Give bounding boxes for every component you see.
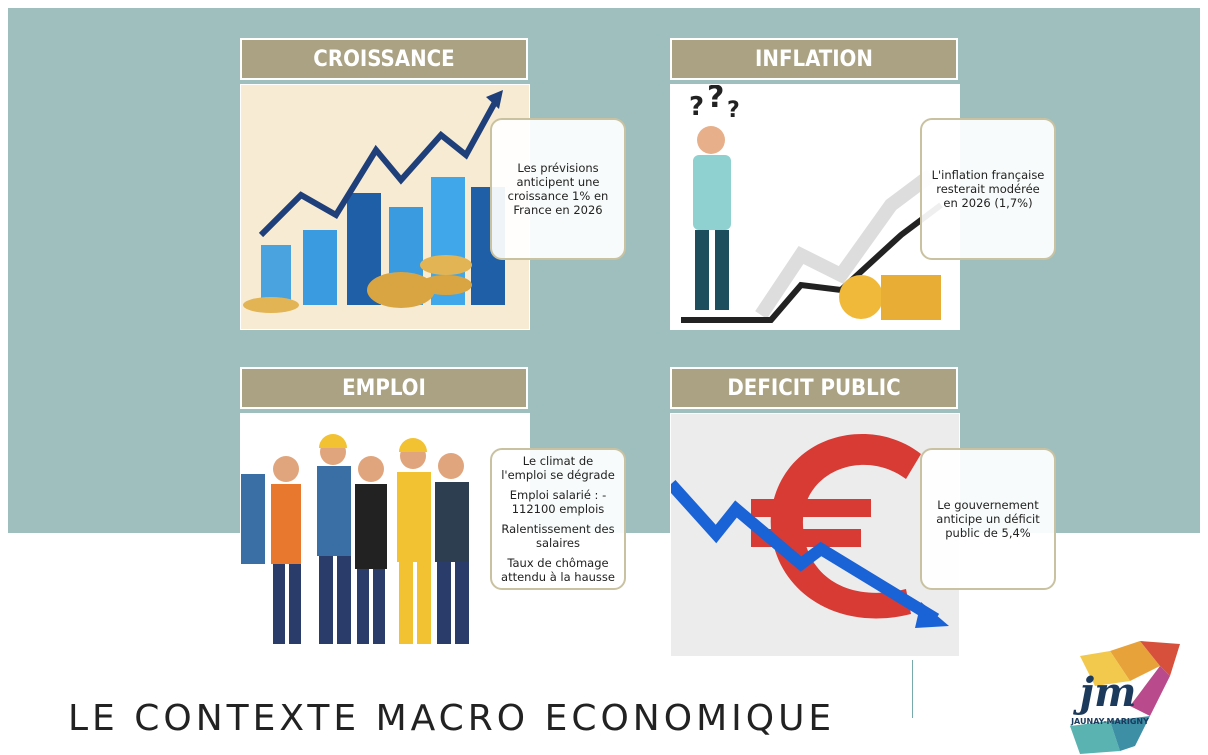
logo-name: JAUNAY-MARIGNY bbox=[1070, 717, 1149, 726]
callout-text: Taux de chômage attendu à la hausse bbox=[501, 556, 615, 584]
callout: Le climat de l'emploi se dégrade Emploi … bbox=[490, 448, 626, 590]
growth-illustration bbox=[241, 85, 529, 329]
callout: Les prévisions anticipent une croissance… bbox=[490, 118, 626, 260]
growth-image bbox=[240, 84, 530, 330]
callout-text: Le gouvernement anticipe un déficit publ… bbox=[936, 498, 1040, 540]
slide-title: LE CONTEXTE MACRO ECONOMIQUE bbox=[68, 698, 836, 739]
callout-text: Les prévisions anticipent une croissance… bbox=[507, 161, 609, 217]
deficit-illustration bbox=[671, 414, 959, 656]
callout: Le gouvernement anticipe un déficit publ… bbox=[920, 448, 1056, 590]
callout: L'inflation française resterait modérée … bbox=[920, 118, 1056, 260]
divider bbox=[912, 660, 913, 718]
deficit-image bbox=[670, 413, 960, 657]
callout-text: Ralentissement des salaires bbox=[501, 522, 615, 550]
question-marks: ? bbox=[707, 85, 724, 115]
callout-text: Emploi salarié : - 112100 emplois bbox=[509, 488, 607, 516]
inflation-image: ? ? ? bbox=[670, 84, 960, 330]
question-marks: ? bbox=[727, 98, 740, 123]
callout-text: L'inflation française resterait modérée … bbox=[931, 168, 1045, 210]
question-marks: ? bbox=[689, 92, 704, 122]
employment-image bbox=[240, 413, 530, 652]
panel-header: CROISSANCE bbox=[240, 38, 528, 80]
panel-header: INFLATION bbox=[670, 38, 958, 80]
employment-illustration bbox=[241, 414, 529, 651]
panel-header: DEFICIT PUBLIC bbox=[670, 367, 958, 409]
panel-header: EMPLOI bbox=[240, 367, 528, 409]
logo: jm JAUNAY-MARIGNY bbox=[1070, 641, 1180, 754]
callout-text: Le climat de l'emploi se dégrade bbox=[501, 454, 615, 482]
logo-initials: jm bbox=[1073, 669, 1137, 716]
inflation-illustration: ? ? ? bbox=[671, 85, 959, 329]
background-band bbox=[8, 8, 1200, 533]
